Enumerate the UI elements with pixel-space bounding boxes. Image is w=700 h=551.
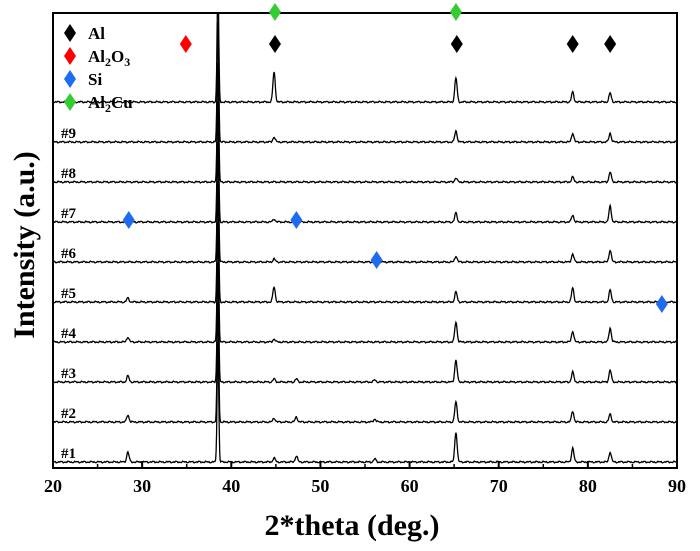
plot-area xyxy=(52,12,678,469)
diamond-icon xyxy=(449,3,462,21)
series-label: #5 xyxy=(61,286,76,302)
legend-subscript: 2 xyxy=(105,101,111,115)
trace-series-9 xyxy=(53,21,677,144)
trace-series-7 xyxy=(53,101,677,224)
legend-diamond-icon xyxy=(64,70,76,88)
series-label: #4 xyxy=(61,326,77,342)
legend-label: Al2O3 xyxy=(88,47,130,69)
x-tick-label: 40 xyxy=(222,476,240,496)
legend-text: Cu xyxy=(111,93,133,112)
series-label: #2 xyxy=(61,406,76,422)
phase-markers xyxy=(122,3,668,313)
series-label: #3 xyxy=(61,366,76,382)
diamond-icon xyxy=(268,35,281,53)
legend-text: Si xyxy=(88,70,102,89)
diamond-icon xyxy=(450,35,463,53)
trace-series-8 xyxy=(53,62,677,184)
trace-series-6 xyxy=(53,142,677,264)
series-labels: #1 #2 #3 #4 #5 #6 #7 #8 #9 xyxy=(61,126,77,462)
legend-diamond-icon xyxy=(64,93,76,111)
diamond-icon xyxy=(122,211,135,229)
trace-series-2 xyxy=(53,301,677,424)
legend-text: Al xyxy=(88,24,105,43)
y-axis-label: Intensity (a.u.) xyxy=(8,151,41,339)
trace-series-1 xyxy=(53,342,677,464)
series-label: #7 xyxy=(61,206,77,222)
traces xyxy=(53,13,677,464)
diamond-icon xyxy=(566,35,579,53)
diamond-icon xyxy=(370,251,383,269)
legend-label: Al2Cu xyxy=(88,93,133,115)
x-tick-label: 80 xyxy=(579,476,597,496)
legend-diamond-icon xyxy=(64,47,76,65)
diamond-icon xyxy=(179,35,192,53)
traces-clipped xyxy=(53,13,677,464)
series-label: #6 xyxy=(61,246,77,262)
legend-text: Al xyxy=(88,47,105,66)
legend-label: Si xyxy=(88,70,102,89)
diamond-icon xyxy=(290,211,303,229)
trace-series-10 xyxy=(53,13,677,104)
legend-diamond-icon xyxy=(64,24,76,42)
legend-subscript: 3 xyxy=(124,55,130,69)
axes: 20 30 40 50 60 70 80 90 xyxy=(44,461,686,496)
series-label: #1 xyxy=(61,446,76,462)
series-label: #9 xyxy=(61,126,76,142)
series-label: #8 xyxy=(61,166,76,182)
x-tick-label: 50 xyxy=(311,476,329,496)
x-tick-label: 70 xyxy=(490,476,508,496)
trace-series-5 xyxy=(53,182,677,304)
legend-label: Al xyxy=(88,24,105,43)
x-tick-label: 20 xyxy=(44,476,62,496)
legend-text: Al xyxy=(88,93,105,112)
x-tick-label: 90 xyxy=(668,476,686,496)
x-tick-label: 30 xyxy=(133,476,151,496)
x-axis-label: 2*theta (deg.) xyxy=(265,509,440,542)
legend-subscript: 2 xyxy=(105,55,111,69)
x-tick-label: 60 xyxy=(401,476,419,496)
diamond-icon xyxy=(604,35,617,53)
trace-series-4 xyxy=(53,221,677,344)
diamond-icon xyxy=(268,3,281,21)
trace-series-3 xyxy=(53,262,677,384)
legend-text: O xyxy=(111,47,124,66)
diamond-icon xyxy=(655,295,668,313)
plot-frame xyxy=(52,12,678,469)
